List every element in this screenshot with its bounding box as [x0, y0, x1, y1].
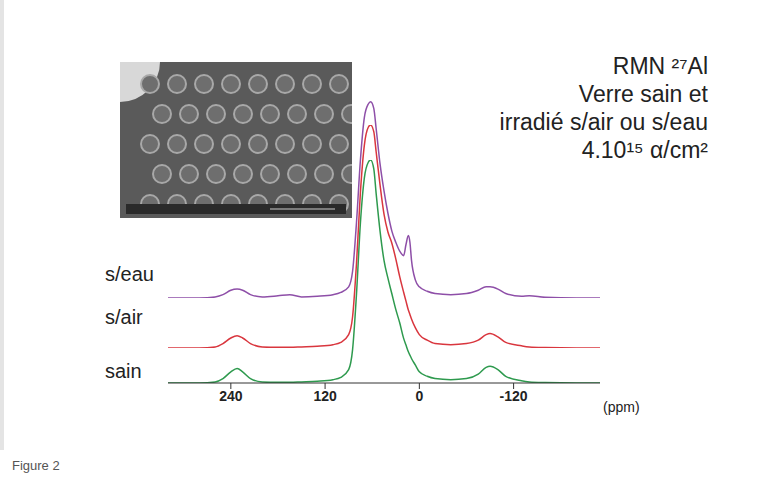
- html-text:irradié s/air ou s/eau: irradié s/air ou s/eau: [499, 109, 708, 135]
- svg-text:120: 120: [313, 388, 337, 404]
- svg-text:240: 240: [219, 388, 243, 404]
- html-text:sain: sain: [105, 360, 142, 382]
- html-text:s/eau: s/eau: [105, 263, 154, 285]
- html-text:RMN ²⁷Al: RMN ²⁷Al: [612, 53, 708, 79]
- html-text:Verre sain et: Verre sain et: [578, 81, 708, 107]
- svg-text:-120: -120: [500, 388, 528, 404]
- svg-text:0: 0: [415, 388, 423, 404]
- html-text:4.10¹⁵ α/cm²: 4.10¹⁵ α/cm²: [581, 137, 708, 163]
- html-text:Figure 2: Figure 2: [12, 458, 60, 473]
- html-text:s/air: s/air: [105, 306, 143, 328]
- html-text:(ppm): (ppm): [603, 399, 640, 415]
